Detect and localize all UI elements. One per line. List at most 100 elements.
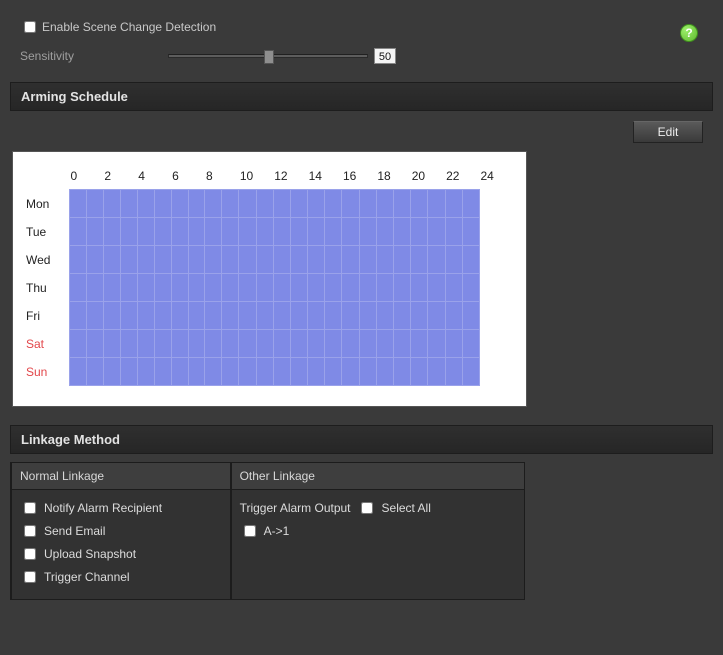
- schedule-cell[interactable]: [205, 190, 222, 218]
- schedule-cell[interactable]: [154, 330, 171, 358]
- schedule-cell[interactable]: [428, 358, 445, 386]
- schedule-cell[interactable]: [171, 358, 188, 386]
- schedule-cell[interactable]: [376, 274, 393, 302]
- schedule-cell[interactable]: [308, 218, 325, 246]
- schedule-cell[interactable]: [120, 246, 137, 274]
- schedule-cell[interactable]: [137, 302, 154, 330]
- schedule-cell[interactable]: [69, 358, 86, 386]
- sensitivity-slider[interactable]: [168, 54, 368, 58]
- schedule-cell[interactable]: [411, 330, 428, 358]
- schedule-cell[interactable]: [205, 218, 222, 246]
- schedule-cell[interactable]: [171, 330, 188, 358]
- schedule-cell[interactable]: [394, 330, 411, 358]
- schedule-cell[interactable]: [137, 190, 154, 218]
- schedule-cell[interactable]: [428, 302, 445, 330]
- schedule-cell[interactable]: [273, 358, 290, 386]
- schedule-cell[interactable]: [273, 190, 290, 218]
- schedule-cell[interactable]: [462, 330, 479, 358]
- schedule-cell[interactable]: [239, 190, 256, 218]
- schedule-cell[interactable]: [86, 190, 103, 218]
- schedule-cell[interactable]: [256, 274, 273, 302]
- schedule-cell[interactable]: [411, 218, 428, 246]
- schedule-cell[interactable]: [325, 218, 342, 246]
- schedule-cell[interactable]: [103, 302, 120, 330]
- other-linkage-checkbox[interactable]: [244, 525, 256, 537]
- schedule-cell[interactable]: [342, 302, 359, 330]
- schedule-cell[interactable]: [154, 218, 171, 246]
- schedule-cell[interactable]: [325, 246, 342, 274]
- schedule-cell[interactable]: [137, 218, 154, 246]
- schedule-cell[interactable]: [239, 358, 256, 386]
- schedule-cell[interactable]: [308, 330, 325, 358]
- schedule-cell[interactable]: [462, 246, 479, 274]
- schedule-cell[interactable]: [154, 190, 171, 218]
- schedule-cell[interactable]: [273, 246, 290, 274]
- schedule-cell[interactable]: [342, 274, 359, 302]
- schedule-cell[interactable]: [256, 218, 273, 246]
- schedule-cell[interactable]: [273, 274, 290, 302]
- schedule-cell[interactable]: [342, 246, 359, 274]
- schedule-cell[interactable]: [462, 218, 479, 246]
- schedule-cell[interactable]: [154, 246, 171, 274]
- schedule-cell[interactable]: [222, 358, 239, 386]
- schedule-cell[interactable]: [103, 218, 120, 246]
- schedule-cell[interactable]: [359, 218, 376, 246]
- schedule-cell[interactable]: [290, 218, 307, 246]
- schedule-cell[interactable]: [137, 246, 154, 274]
- schedule-cell[interactable]: [103, 274, 120, 302]
- schedule-cell[interactable]: [154, 358, 171, 386]
- schedule-cell[interactable]: [222, 330, 239, 358]
- schedule-cell[interactable]: [445, 190, 462, 218]
- schedule-cell[interactable]: [188, 330, 205, 358]
- schedule-cell[interactable]: [171, 246, 188, 274]
- schedule-cell[interactable]: [376, 190, 393, 218]
- normal-linkage-checkbox[interactable]: [24, 525, 36, 537]
- schedule-cell[interactable]: [120, 330, 137, 358]
- schedule-cell[interactable]: [445, 274, 462, 302]
- schedule-cell[interactable]: [120, 218, 137, 246]
- schedule-cell[interactable]: [290, 358, 307, 386]
- schedule-cell[interactable]: [239, 218, 256, 246]
- schedule-cell[interactable]: [308, 302, 325, 330]
- select-all-checkbox[interactable]: [361, 502, 373, 514]
- schedule-cell[interactable]: [205, 358, 222, 386]
- schedule-cell[interactable]: [376, 358, 393, 386]
- schedule-cell[interactable]: [120, 190, 137, 218]
- schedule-cell[interactable]: [325, 274, 342, 302]
- schedule-cell[interactable]: [445, 330, 462, 358]
- schedule-cell[interactable]: [205, 330, 222, 358]
- schedule-cell[interactable]: [69, 218, 86, 246]
- schedule-cell[interactable]: [86, 218, 103, 246]
- schedule-cell[interactable]: [171, 274, 188, 302]
- schedule-cell[interactable]: [445, 358, 462, 386]
- schedule-cell[interactable]: [239, 274, 256, 302]
- schedule-cell[interactable]: [69, 190, 86, 218]
- schedule-cell[interactable]: [359, 190, 376, 218]
- schedule-cell[interactable]: [188, 246, 205, 274]
- schedule-cell[interactable]: [325, 302, 342, 330]
- schedule-cell[interactable]: [273, 330, 290, 358]
- schedule-cell[interactable]: [325, 358, 342, 386]
- schedule-cell[interactable]: [359, 358, 376, 386]
- schedule-cell[interactable]: [308, 246, 325, 274]
- edit-button[interactable]: Edit: [633, 121, 703, 143]
- schedule-cell[interactable]: [188, 274, 205, 302]
- schedule-cell[interactable]: [239, 246, 256, 274]
- schedule-cell[interactable]: [445, 218, 462, 246]
- schedule-cell[interactable]: [188, 302, 205, 330]
- schedule-cell[interactable]: [205, 302, 222, 330]
- schedule-cell[interactable]: [137, 358, 154, 386]
- schedule-cell[interactable]: [462, 302, 479, 330]
- schedule-cell[interactable]: [256, 190, 273, 218]
- schedule-cell[interactable]: [171, 218, 188, 246]
- schedule-cell[interactable]: [239, 330, 256, 358]
- schedule-cell[interactable]: [342, 190, 359, 218]
- schedule-cell[interactable]: [308, 190, 325, 218]
- schedule-cell[interactable]: [376, 218, 393, 246]
- schedule-cell[interactable]: [376, 246, 393, 274]
- schedule-cell[interactable]: [103, 190, 120, 218]
- schedule-cell[interactable]: [222, 302, 239, 330]
- schedule-cell[interactable]: [69, 330, 86, 358]
- normal-linkage-checkbox[interactable]: [24, 571, 36, 583]
- schedule-cell[interactable]: [359, 274, 376, 302]
